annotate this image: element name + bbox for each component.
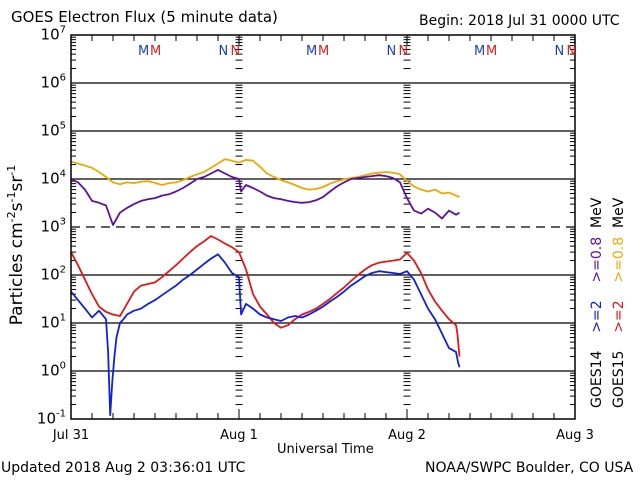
y-tick-label: 107 bbox=[41, 25, 66, 44]
y-tick-label: 103 bbox=[41, 217, 66, 236]
legend-goes14-2mev: >=2 bbox=[589, 300, 605, 333]
marker-n-5-1: N bbox=[567, 44, 577, 59]
y-tick-exponent: 7 bbox=[59, 24, 66, 36]
marker-m-4-0: M bbox=[474, 44, 485, 59]
legend-goes15-2mev: >=2 bbox=[611, 300, 627, 333]
y-tick-exponent: -1 bbox=[56, 408, 66, 420]
y-tick-label: 102 bbox=[41, 265, 66, 284]
credit-text: NOAA/SWPC Boulder, CO USA bbox=[425, 460, 634, 476]
y-tick-base: 10 bbox=[40, 265, 60, 284]
legend-goes15-unit: MeV bbox=[611, 197, 627, 228]
legend-goes14-label: GOES14 bbox=[589, 350, 605, 408]
legend-goes14-08mev: >=0.8 bbox=[589, 236, 605, 283]
y-axis-label: Particles cm-2s-1sr-1 bbox=[5, 165, 27, 326]
y-label-sr: sr bbox=[6, 175, 27, 192]
marker-m-0-0: M bbox=[138, 44, 149, 59]
legend-goes14: GOES14 >=2 >=0.8 MeV bbox=[589, 198, 605, 408]
updated-timestamp: Updated 2018 Aug 2 03:36:01 UTC bbox=[1, 460, 246, 476]
x-tick-label: Aug 3 bbox=[556, 428, 594, 443]
y-tick-exponent: 1 bbox=[59, 312, 66, 324]
y-tick-base: 10 bbox=[40, 169, 60, 188]
y-tick-base: 10 bbox=[40, 121, 60, 140]
series-line-goes15-2-mev bbox=[70, 235, 461, 357]
x-axis-label: Universal Time bbox=[277, 442, 374, 457]
x-tick-label: Jul 31 bbox=[52, 428, 90, 443]
y-tick-exponent: 4 bbox=[59, 168, 66, 180]
y-label-exp3: -1 bbox=[5, 164, 19, 176]
marker-n-5-0: N bbox=[555, 44, 565, 59]
y-tick-label: 10-1 bbox=[37, 409, 66, 428]
y-tick-base: 10 bbox=[40, 25, 60, 44]
marker-n-1-0: N bbox=[219, 44, 229, 59]
legend-goes15-label: GOES15 bbox=[611, 350, 627, 408]
marker-n-3-0: N bbox=[387, 44, 397, 59]
chart-title: GOES Electron Flux (5 minute data) bbox=[11, 8, 278, 26]
y-tick-base: 10 bbox=[40, 313, 60, 332]
y-label-base: Particles cm bbox=[6, 222, 27, 326]
y-tick-base: 10 bbox=[40, 361, 60, 380]
y-tick-exponent: 6 bbox=[59, 72, 66, 84]
y-tick-label: 101 bbox=[41, 313, 66, 332]
series-line-goes14-0-8-mev bbox=[70, 168, 460, 226]
x-tick-label: Aug 2 bbox=[388, 428, 426, 443]
y-label-s: s bbox=[6, 202, 27, 212]
legend-goes15-08mev: >=0.8 bbox=[611, 236, 627, 283]
chart-subtitle-begin: Begin: 2018 Jul 31 0000 UTC bbox=[419, 13, 620, 29]
plot-frame bbox=[70, 34, 576, 420]
y-tick-exponent: 0 bbox=[59, 360, 66, 372]
y-tick-label: 106 bbox=[41, 73, 66, 92]
y-tick-base: 10 bbox=[36, 409, 57, 428]
marker-m-2-1: M bbox=[318, 44, 329, 59]
series-line-goes14-2-mev bbox=[70, 253, 461, 417]
y-tick-exponent: 3 bbox=[59, 216, 66, 228]
y-tick-base: 10 bbox=[40, 217, 60, 236]
y-label-exp1: -2 bbox=[5, 211, 19, 223]
y-tick-label: 105 bbox=[41, 121, 66, 140]
marker-m-4-1: M bbox=[486, 44, 497, 59]
y-tick-base: 10 bbox=[40, 73, 60, 92]
marker-m-2-0: M bbox=[306, 44, 317, 59]
y-tick-label: 100 bbox=[41, 361, 66, 380]
marker-n-1-1: N bbox=[231, 44, 241, 59]
y-label-exp2: -1 bbox=[5, 191, 19, 203]
series-line-goes15-0-8-mev bbox=[70, 158, 460, 198]
y-tick-label: 104 bbox=[41, 169, 66, 188]
x-tick-label: Aug 1 bbox=[220, 428, 258, 443]
legend-goes14-unit: MeV bbox=[589, 197, 605, 228]
y-tick-exponent: 5 bbox=[59, 120, 66, 132]
y-tick-exponent: 2 bbox=[59, 264, 66, 276]
marker-n-3-1: N bbox=[399, 44, 409, 59]
marker-m-0-1: M bbox=[150, 44, 161, 59]
legend-goes15: GOES15 >=2 >=0.8 MeV bbox=[611, 198, 627, 408]
